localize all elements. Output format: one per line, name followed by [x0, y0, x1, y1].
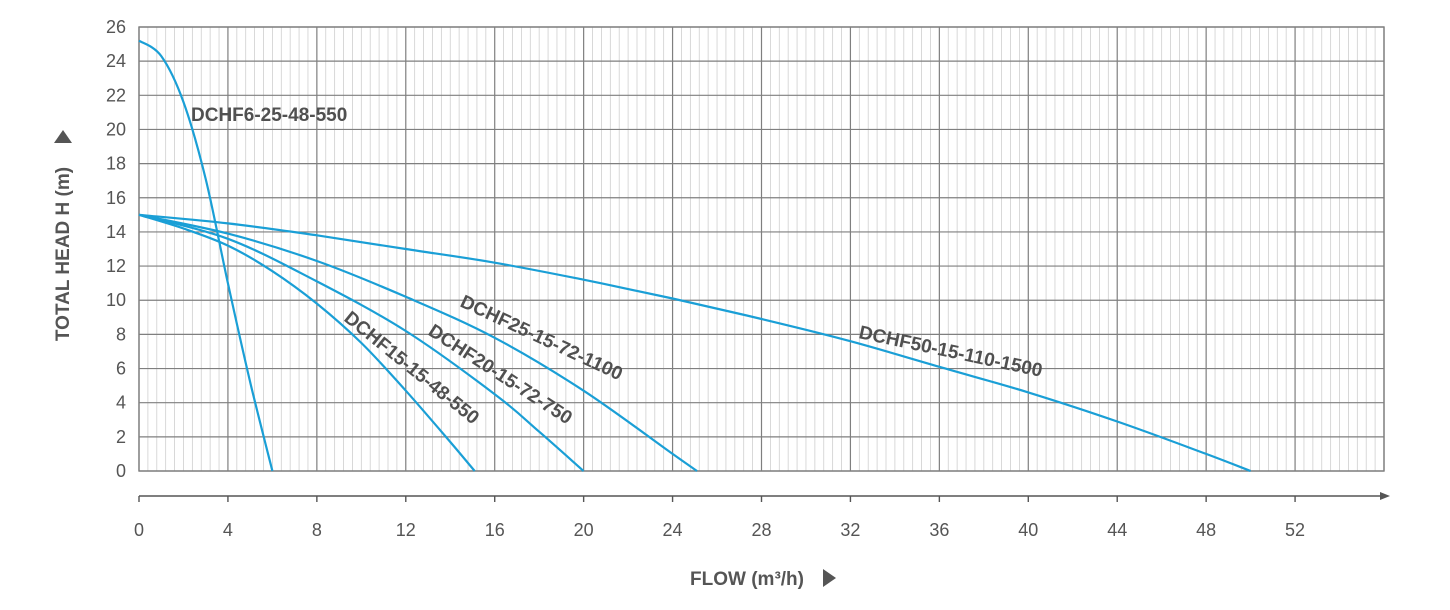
curve-dchf50	[138, 213, 1251, 473]
y-tick-label: 4	[116, 393, 126, 413]
x-tick-label: 8	[312, 520, 322, 540]
curve-dchf20	[138, 213, 585, 472]
curve-dchf25	[138, 213, 698, 472]
y-tick-label: 14	[106, 222, 126, 242]
x-axis-title-arrow	[823, 569, 836, 587]
y-tick-label: 6	[116, 359, 126, 379]
y-tick-label: 12	[106, 256, 126, 276]
curve-dchf15	[138, 213, 476, 472]
y-axis-title-arrow	[54, 130, 72, 143]
x-tick-label: 36	[929, 520, 949, 540]
y-axis-title: TOTAL HEAD H (m)	[53, 167, 74, 341]
x-tick-label: 28	[751, 520, 771, 540]
y-tick-label: 24	[106, 51, 126, 71]
x-tick-label: 32	[840, 520, 860, 540]
x-axis-arrow	[1380, 492, 1390, 500]
x-tick-label: 0	[134, 520, 144, 540]
y-tick-label: 16	[106, 188, 126, 208]
x-tick-label: 40	[1018, 520, 1038, 540]
y-tick-label: 26	[106, 17, 126, 37]
curve-dchf6	[138, 39, 274, 472]
y-tick-label: 20	[106, 119, 126, 139]
y-tick-label: 10	[106, 290, 126, 310]
y-tick-label: 0	[116, 461, 126, 481]
x-tick-label: 44	[1107, 520, 1127, 540]
x-tick-label: 12	[396, 520, 416, 540]
x-tick-label: 20	[574, 520, 594, 540]
x-tick-label: 52	[1285, 520, 1305, 540]
y-tick-label: 22	[106, 85, 126, 105]
y-tick-label: 18	[106, 154, 126, 174]
x-tick-label: 4	[223, 520, 233, 540]
y-tick-label: 2	[116, 427, 126, 447]
grid	[138, 26, 1385, 472]
plot-border	[138, 26, 1385, 472]
labels: DCHF6-25-48-550DCHF15-15-48-550DCHF20-15…	[191, 105, 1044, 429]
curves	[138, 39, 1251, 473]
x-axis-title: FLOW (m³/h)	[690, 569, 804, 590]
label-dchf6: DCHF6-25-48-550	[191, 105, 347, 126]
x-tick-label: 16	[485, 520, 505, 540]
x-tick-label: 48	[1196, 520, 1216, 540]
x-tick-label: 24	[663, 520, 683, 540]
y-tick-label: 8	[116, 324, 126, 344]
